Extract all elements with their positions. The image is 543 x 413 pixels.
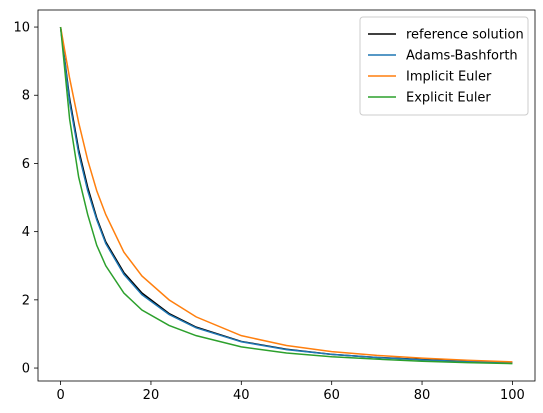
x-tick-label: 100 (500, 388, 525, 403)
line-series (59, 26, 513, 364)
legend-label: Adams-Bashforth (406, 49, 518, 64)
legend-label: Implicit Euler (406, 70, 492, 85)
line-series (59, 26, 513, 365)
axes-frame (37, 9, 536, 382)
y-tick-label: 8 (22, 89, 30, 104)
legend-box (359, 16, 529, 116)
legend-label: Explicit Euler (406, 91, 491, 106)
plot-area (59, 26, 513, 365)
x-tick-label: 60 (323, 388, 340, 403)
y-tick-label: 0 (22, 362, 30, 377)
x-tick-label: 20 (143, 388, 160, 403)
x-tick-label: 80 (414, 388, 431, 403)
x-tick-label: 40 (233, 388, 250, 403)
y-tick-label: 2 (22, 293, 30, 308)
line-series (59, 26, 513, 363)
y-tick-label: 6 (22, 157, 30, 172)
x-tick-label: 0 (56, 388, 64, 403)
y-tick-label: 4 (22, 225, 30, 240)
y-tick-label: 10 (13, 21, 30, 36)
legend-label: reference solution (406, 28, 524, 43)
